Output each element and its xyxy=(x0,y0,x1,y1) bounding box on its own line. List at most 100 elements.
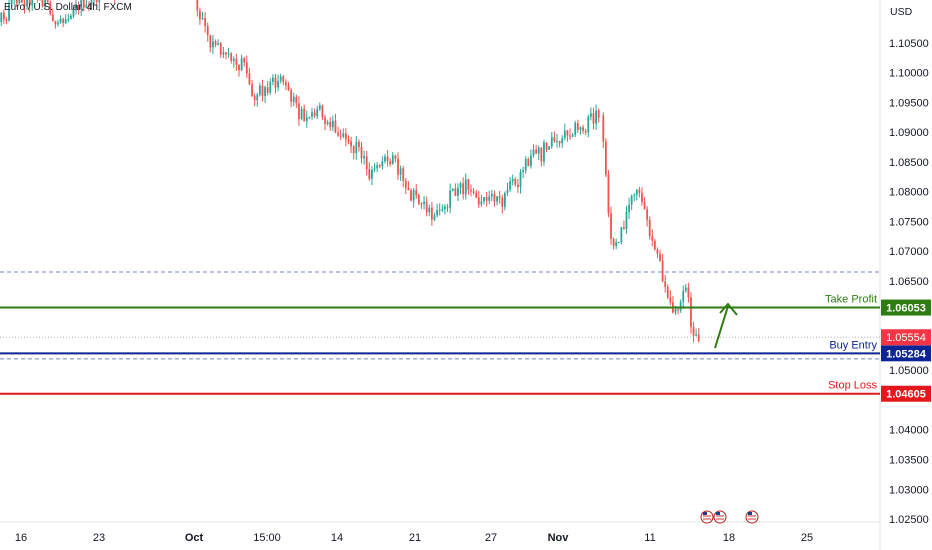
candle-body xyxy=(436,209,438,216)
candle-body xyxy=(378,165,381,167)
candle-body xyxy=(625,211,628,229)
candle-body xyxy=(46,0,49,2)
candle-body xyxy=(524,158,527,171)
candle-body xyxy=(545,142,548,150)
y-tick-label: 1.03500 xyxy=(889,455,929,467)
candle-body xyxy=(592,113,595,124)
candle-body xyxy=(641,192,643,203)
candle-body xyxy=(556,140,558,142)
x-tick-label: Oct xyxy=(185,532,204,544)
candle-body xyxy=(692,326,695,336)
candle-body xyxy=(363,156,366,159)
candle-body xyxy=(85,4,88,8)
candle-body xyxy=(95,0,98,2)
buy-arrow-head xyxy=(719,302,738,316)
level-price-tag xyxy=(881,385,931,402)
candle-body xyxy=(558,140,561,144)
candle-body xyxy=(563,130,566,139)
candle-body xyxy=(204,18,207,27)
candle-body xyxy=(277,80,280,88)
current-price-tag-label: 1.05554 xyxy=(886,332,926,344)
candle-body xyxy=(543,142,545,162)
candle-body xyxy=(196,0,199,11)
candle-body xyxy=(18,0,21,4)
y-tick-label: 1.09000 xyxy=(889,127,929,139)
candle-body xyxy=(365,156,368,170)
candle-body xyxy=(240,58,243,71)
candle-body xyxy=(253,95,256,101)
candle-body xyxy=(571,134,574,137)
candle-body xyxy=(522,170,525,172)
candle-body xyxy=(10,0,13,5)
candle-body xyxy=(90,0,93,5)
candle-body xyxy=(438,209,441,211)
candle-body xyxy=(77,5,80,10)
candle-body xyxy=(535,149,538,154)
candle-body xyxy=(318,105,321,110)
candle-body xyxy=(485,196,488,201)
candle-body xyxy=(256,94,259,101)
candle-body xyxy=(444,206,446,210)
candle-body xyxy=(537,147,540,154)
candle-body xyxy=(651,236,654,241)
candle-body xyxy=(391,155,394,164)
candle-body xyxy=(661,260,664,282)
candle-body xyxy=(682,290,685,302)
candle-body xyxy=(664,281,667,287)
candle-body xyxy=(638,189,641,193)
candle-body xyxy=(412,189,415,201)
candle-body xyxy=(305,117,308,122)
candle-body xyxy=(245,62,248,74)
x-tick-label: 11 xyxy=(644,532,655,544)
candle-body xyxy=(44,0,47,7)
candle-body xyxy=(595,110,597,124)
candle-body xyxy=(553,137,556,142)
candle-body xyxy=(451,188,454,191)
candle-body xyxy=(82,0,85,8)
y-tick-label: 1.05000 xyxy=(889,365,929,377)
x-tick-label: 16 xyxy=(15,532,27,544)
candle-body xyxy=(384,156,386,162)
candle-body xyxy=(389,161,392,164)
candle-body xyxy=(430,207,433,220)
candle-body xyxy=(501,198,504,207)
candle-body xyxy=(659,253,661,261)
candle-body xyxy=(321,105,324,118)
candle-body xyxy=(376,165,379,169)
candle-body xyxy=(337,132,339,136)
candle-body xyxy=(589,113,592,117)
candle-body xyxy=(677,309,679,311)
level-label: Stop Loss xyxy=(828,380,877,392)
candle-body xyxy=(54,21,57,25)
candle-body xyxy=(311,112,313,117)
candle-body xyxy=(67,18,70,20)
candle-body xyxy=(399,168,402,175)
candle-body xyxy=(238,64,240,71)
candle-body xyxy=(423,201,425,205)
candle-body xyxy=(509,181,511,190)
current-price-tag xyxy=(881,329,931,346)
candle-body xyxy=(475,192,478,198)
candle-body xyxy=(251,84,253,96)
candle-body xyxy=(285,82,287,86)
candle-body xyxy=(329,122,332,128)
candle-body xyxy=(235,58,238,65)
y-tick-label: 1.10500 xyxy=(889,38,929,50)
candle-body xyxy=(457,187,459,196)
candle-body xyxy=(350,141,352,147)
candle-body xyxy=(612,238,615,246)
candle-body xyxy=(407,187,410,191)
candle-body xyxy=(669,297,672,303)
candle-body xyxy=(290,90,293,102)
candle-body xyxy=(62,18,65,23)
candle-body xyxy=(488,196,491,201)
candle-body xyxy=(347,139,350,142)
candle-body xyxy=(587,116,590,133)
candle-body xyxy=(64,19,67,23)
candle-body xyxy=(472,191,475,193)
candle-body xyxy=(303,108,306,122)
candle-body xyxy=(397,158,399,175)
y-tick-label: 1.03000 xyxy=(889,484,929,496)
